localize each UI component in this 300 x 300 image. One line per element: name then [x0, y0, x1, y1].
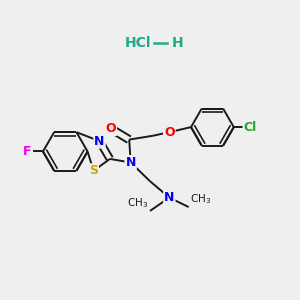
Text: N: N — [125, 156, 136, 169]
Text: N: N — [164, 191, 175, 204]
Text: CH$_3$: CH$_3$ — [190, 192, 211, 206]
Text: O: O — [106, 122, 116, 135]
Text: CH$_3$: CH$_3$ — [127, 196, 148, 210]
Text: S: S — [89, 164, 98, 177]
Text: Cl: Cl — [244, 121, 257, 134]
Text: N: N — [94, 135, 105, 148]
Text: H: H — [172, 36, 183, 50]
Text: HCl: HCl — [125, 36, 152, 50]
Text: F: F — [22, 145, 31, 158]
Text: O: O — [164, 126, 175, 139]
